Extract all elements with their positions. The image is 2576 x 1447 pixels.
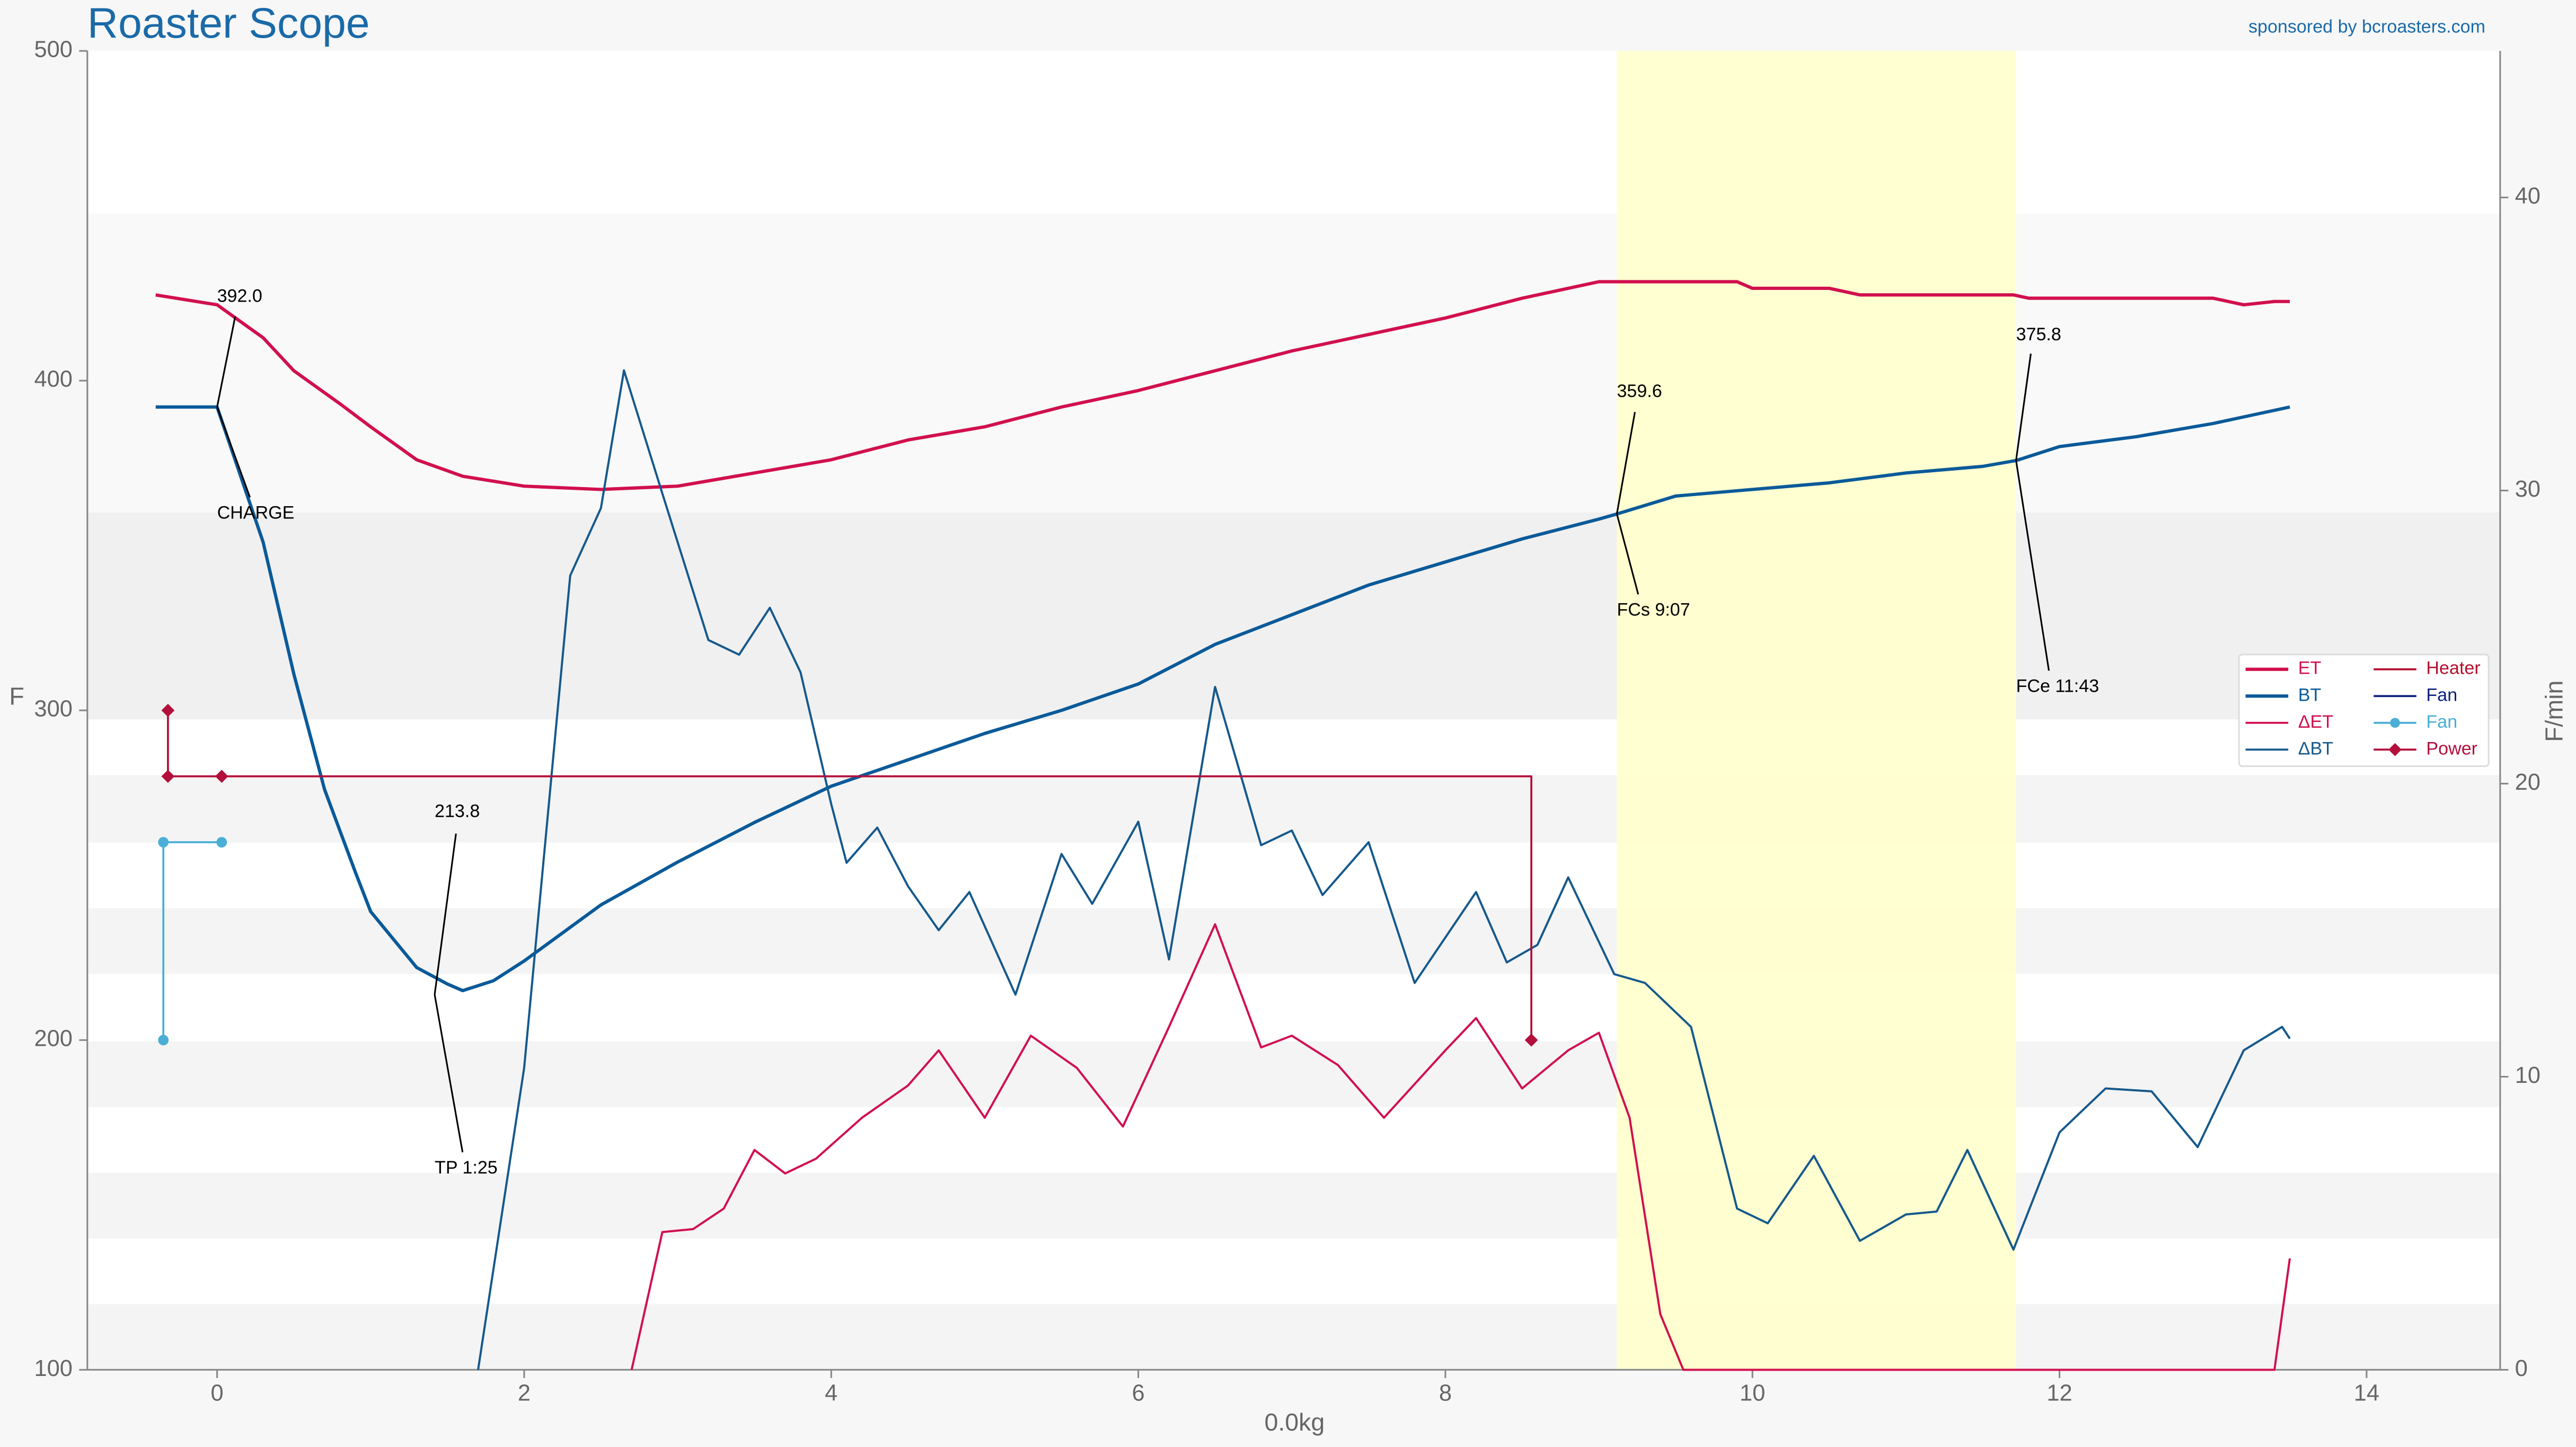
x-tick-label: 6 xyxy=(1132,1380,1144,1406)
marker xyxy=(158,1035,169,1046)
series-line xyxy=(630,923,2291,1371)
annotation-value: 359.6 xyxy=(1617,381,1662,401)
legend-label: ΔBT xyxy=(2298,738,2333,758)
band xyxy=(87,213,2500,513)
annotation-line xyxy=(216,316,236,408)
annotation-value: 375.8 xyxy=(2016,324,2061,345)
y-tick-label: 100 xyxy=(34,1356,73,1381)
y2-tick-label: 10 xyxy=(2515,1063,2540,1088)
annotation-line xyxy=(2015,354,2032,461)
legend-label: ET xyxy=(2298,658,2322,678)
legend-label: Power xyxy=(2426,738,2477,758)
y2-tick-label: 40 xyxy=(2515,183,2540,209)
legend-label: Fan xyxy=(2426,685,2457,705)
legend: ET BT ΔET ΔBT Heater Fan Fan Power xyxy=(2238,654,2490,767)
marker xyxy=(161,703,175,717)
x-tick-label: 10 xyxy=(1740,1380,1765,1406)
y-tick-label: 500 xyxy=(34,37,73,63)
band xyxy=(87,775,2500,843)
marker xyxy=(1524,1033,1538,1047)
legend-label: Heater xyxy=(2426,658,2480,678)
plot-area xyxy=(87,51,2500,1370)
legend-marker xyxy=(2390,718,2400,728)
x-tick-label: 8 xyxy=(1439,1380,1452,1406)
annotation-line xyxy=(2015,460,2050,671)
band xyxy=(87,1304,2500,1370)
annotation-line xyxy=(1616,514,1639,595)
annotation-label: TP 1:25 xyxy=(435,1158,498,1178)
annotation-value: 213.8 xyxy=(435,801,480,821)
y2-tick-label: 20 xyxy=(2515,770,2540,795)
legend-box xyxy=(2238,654,2490,767)
x-tick-label: 12 xyxy=(2046,1380,2072,1406)
x-axis-label: 0.0kg xyxy=(1265,1408,1325,1436)
annotation-label: FCs 9:07 xyxy=(1617,599,1690,620)
x-tick-label: 0 xyxy=(211,1380,224,1406)
legend-label: BT xyxy=(2298,685,2322,705)
marker xyxy=(158,837,169,848)
annotation-line xyxy=(434,833,457,995)
y2-tick-label: 0 xyxy=(2515,1356,2528,1381)
legend-label: ΔET xyxy=(2298,712,2333,732)
x-tick-label: 14 xyxy=(2354,1380,2379,1406)
series-line xyxy=(155,405,2290,993)
marker xyxy=(215,770,228,783)
band xyxy=(87,908,2500,974)
band xyxy=(87,1172,2500,1239)
series-line xyxy=(477,369,2291,1370)
y-axis-label: F xyxy=(9,682,24,710)
legend-marker xyxy=(2388,743,2402,756)
annotation-label: CHARGE xyxy=(217,502,295,523)
x-tick-label: 2 xyxy=(518,1380,531,1406)
annotation-label: FCe 11:43 xyxy=(2016,676,2099,696)
legend-label: Fan xyxy=(2426,712,2457,732)
y2-axis-label: F/min xyxy=(2540,681,2568,742)
annotation-value: 392.0 xyxy=(217,286,262,306)
y-tick-label: 300 xyxy=(34,696,73,722)
subtitle: sponsored by bcroasters.com xyxy=(2248,17,2485,37)
annotation-line xyxy=(434,994,464,1153)
x-tick-label: 4 xyxy=(825,1380,837,1406)
marker xyxy=(216,837,227,848)
chart-title: Roaster Scope xyxy=(87,0,370,47)
highlight-region xyxy=(1617,51,2016,1370)
band xyxy=(87,512,2500,720)
y2-tick-label: 30 xyxy=(2515,477,2540,502)
y-tick-label: 400 xyxy=(34,367,73,392)
series-line xyxy=(155,280,2290,491)
annotation-line xyxy=(216,407,251,498)
marker xyxy=(161,770,175,783)
annotation-line xyxy=(1616,412,1636,514)
y-tick-label: 200 xyxy=(34,1026,73,1052)
